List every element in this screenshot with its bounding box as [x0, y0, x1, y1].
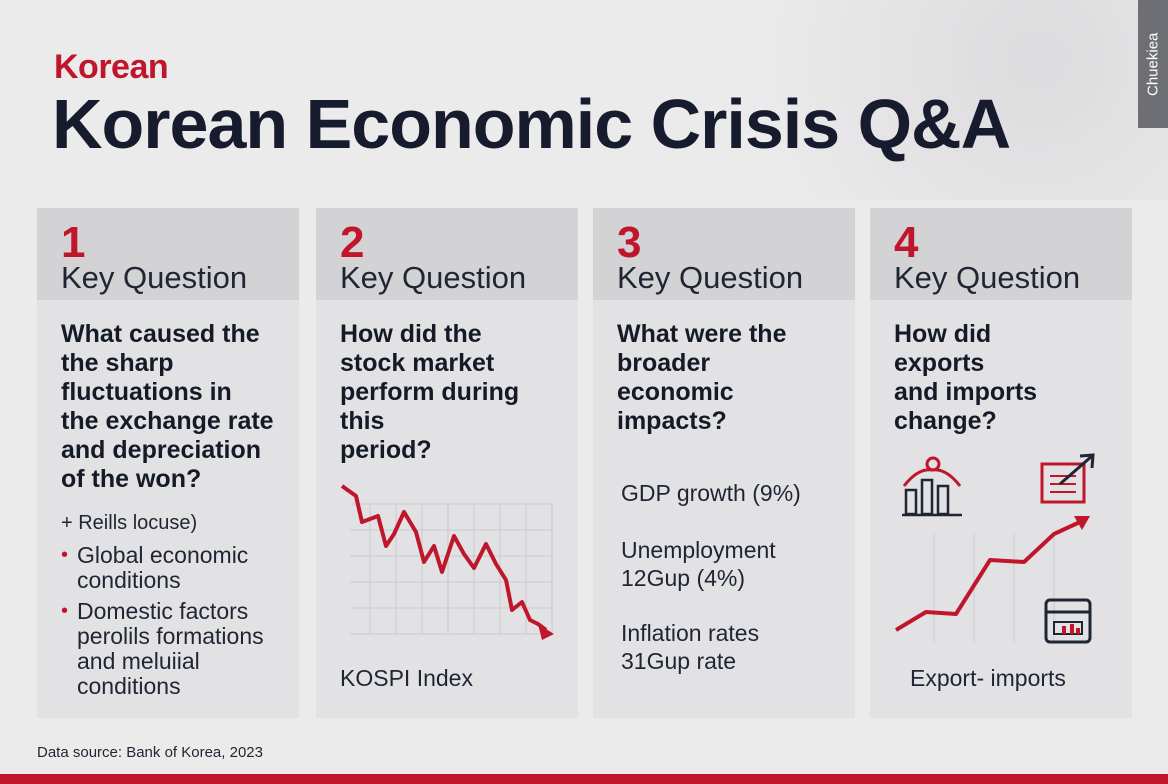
bullet-line: conditions	[77, 673, 181, 699]
stat-inflation: Inflation rates	[621, 620, 760, 646]
question-card-1: 1 Key Question What caused the the sharp…	[37, 208, 299, 718]
question-line: and imports	[894, 378, 1038, 406]
declining-line-chart-icon	[340, 484, 554, 640]
card-header: 4 Key Question	[870, 208, 1132, 300]
kospi-line	[340, 484, 548, 632]
arrowhead-icon	[1074, 516, 1090, 530]
question-line: this	[340, 407, 385, 435]
card-heading: Key Question	[340, 260, 527, 295]
bullet-list: • Global economic conditions • Domestic …	[61, 543, 264, 705]
stat-inflation-value: 31Gup rate	[621, 648, 737, 674]
card-header: 2 Key Question	[316, 208, 578, 300]
question-card-3: 3 Key Question What were the broader eco…	[593, 208, 855, 718]
page-title: Korean Economic Crisis Q&A	[52, 85, 1011, 163]
question-line: How did	[894, 320, 992, 348]
question-line: fluctuations in	[61, 378, 232, 406]
watermark-tag: Chuekiea	[1138, 0, 1168, 128]
question-line: the exchange rate	[61, 407, 274, 435]
kicker-label: Korean	[54, 48, 169, 86]
list-item: • Domestic factors perolils formations a…	[61, 599, 264, 699]
stat-gdp: GDP growth (9%)	[621, 480, 801, 506]
chart-caption: KOSPI Index	[340, 665, 473, 691]
question-line: perform during	[340, 378, 520, 406]
bullet-line: and meluiial	[77, 648, 200, 674]
question-text: How did the stock market perform during …	[340, 320, 568, 465]
question-line: of the won?	[61, 465, 202, 493]
question-text: How did exports and imports change?	[894, 320, 1122, 436]
question-text: What were the broader economic impacts?	[617, 320, 845, 436]
arrowhead-icon	[538, 624, 554, 640]
data-source: Data source: Bank of Korea, 2023	[37, 744, 263, 761]
question-card-4: 4 Key Question How did exports and impor…	[870, 208, 1132, 718]
question-text: What caused the the sharp fluctuations i…	[61, 320, 289, 494]
bottom-accent-bar	[0, 774, 1168, 784]
list-item: • Global economic conditions	[61, 543, 264, 593]
card-number: 2	[340, 218, 365, 267]
note-text: + Reills locuse)	[61, 512, 198, 534]
bullet-line: Domestic factors	[77, 598, 249, 624]
question-line: What caused the	[61, 320, 260, 348]
question-line: the sharp	[61, 349, 174, 377]
question-line: exports	[894, 349, 985, 377]
card-header: 3 Key Question	[593, 208, 855, 300]
card-heading: Key Question	[61, 260, 248, 295]
question-line: change?	[894, 407, 997, 435]
question-line: impacts?	[617, 407, 727, 435]
question-line: stock market	[340, 349, 495, 377]
bullet-line: perolils formations	[77, 623, 264, 649]
bullet-dot-icon: •	[61, 600, 69, 622]
rising-chart-arrow-icon	[1040, 453, 1095, 504]
question-line: broader	[617, 349, 711, 377]
chart-caption: Export- imports	[910, 665, 1066, 691]
question-line: and depreciation	[61, 436, 262, 464]
question-line: period?	[340, 436, 432, 464]
bullet-line: Global economic	[77, 542, 249, 568]
question-line: economic	[617, 378, 734, 406]
card-number: 3	[617, 218, 642, 267]
rising-line-chart-icon	[894, 516, 1090, 642]
card-heading: Key Question	[617, 260, 804, 295]
card-heading: Key Question	[894, 260, 1081, 295]
stat-unemployment-value: 12Gup (4%)	[621, 565, 746, 591]
stat-unemployment: Unemployment	[621, 537, 776, 563]
bar-chart-person-icon	[902, 456, 962, 517]
question-line: How did the	[340, 320, 482, 348]
calendar-chart-icon	[1044, 598, 1092, 644]
question-card-2: 2 Key Question How did the stock market …	[316, 208, 578, 718]
card-header: 1 Key Question	[37, 208, 299, 300]
card-number: 4	[894, 218, 919, 267]
bullet-dot-icon: •	[61, 544, 69, 566]
question-line: What were the	[617, 320, 787, 348]
bullet-line: conditions	[77, 567, 181, 593]
trade-line	[894, 520, 1081, 632]
background-texture	[648, 0, 1168, 200]
card-number: 1	[61, 218, 86, 267]
